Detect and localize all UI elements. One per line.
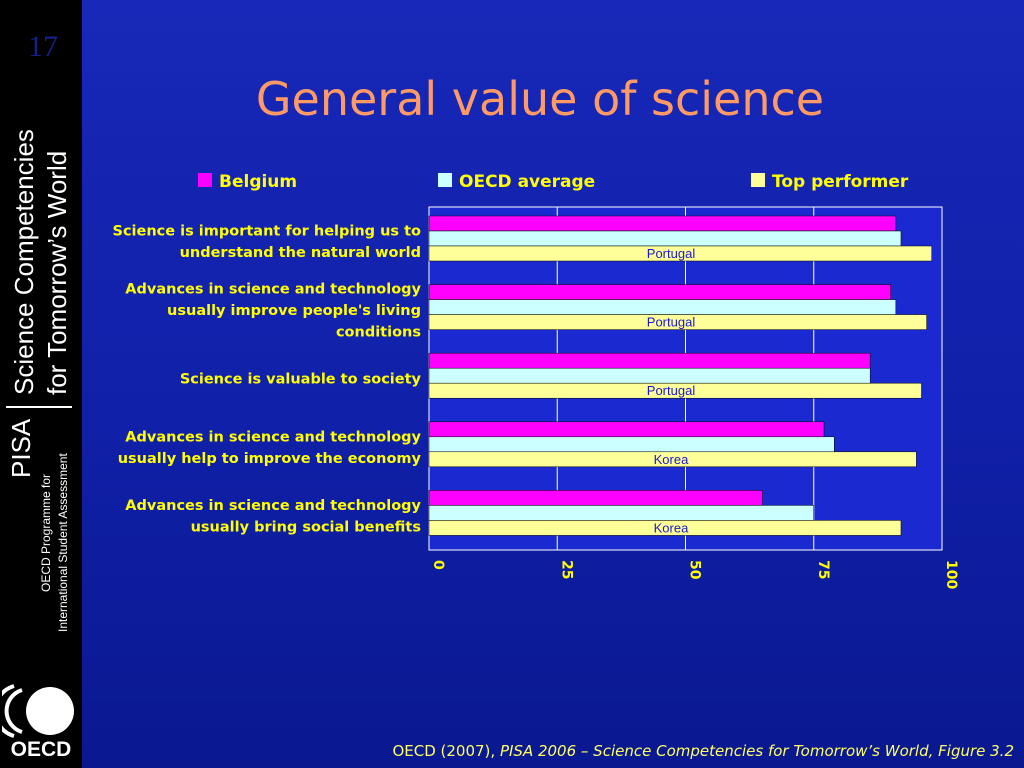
category-label: Science is valuable to society bbox=[180, 372, 422, 388]
x-tick-label: 25 bbox=[558, 560, 574, 579]
legend-swatch bbox=[751, 173, 765, 187]
legend-label: Belgium bbox=[219, 172, 297, 192]
sidebar: 17 Science Competencies for Tomorrow’s W… bbox=[0, 0, 82, 768]
legend-label: Top performer bbox=[772, 172, 909, 192]
category-label: Advances in science and technology bbox=[125, 281, 421, 297]
category-label: Advances in science and technology bbox=[125, 429, 421, 445]
category-label: understand the natural world bbox=[180, 245, 421, 261]
legend-swatch bbox=[438, 173, 452, 187]
bar-chart: Portugal Science is important for helping… bbox=[113, 172, 959, 589]
bar-top-performer bbox=[428, 382, 922, 399]
category-label: Science is important for helping us to bbox=[113, 224, 422, 240]
slide-title: General value of science bbox=[255, 72, 825, 126]
category-label: Advances in science and technology bbox=[125, 498, 421, 514]
bar-oecd-average bbox=[428, 367, 871, 384]
svg-text:OECD: OECD bbox=[11, 738, 72, 760]
category-label: usually improve people's living bbox=[167, 303, 421, 319]
bar-oecd-average bbox=[428, 436, 835, 453]
source-footnote: OECD (2007), PISA 2006 – Science Compete… bbox=[392, 742, 1014, 760]
legend-label: OECD average bbox=[459, 172, 595, 192]
bar-top-performer bbox=[428, 314, 927, 330]
top-performer-label: Korea bbox=[654, 452, 689, 467]
top-performer-label: Portugal bbox=[647, 246, 696, 261]
sidebar-divider bbox=[6, 406, 72, 408]
top-performer-label: Portugal bbox=[647, 315, 696, 330]
category-label: usually help to improve the economy bbox=[118, 451, 422, 467]
category-label: conditions bbox=[336, 324, 421, 340]
oecd-logo: OECD bbox=[2, 684, 74, 760]
bar-belgium bbox=[428, 490, 763, 506]
x-tick-label: 75 bbox=[815, 560, 831, 579]
bar-top-performer bbox=[428, 451, 917, 468]
slide-number: 17 bbox=[28, 30, 58, 63]
bar-belgium bbox=[428, 352, 871, 369]
legend-swatch bbox=[198, 173, 212, 187]
bar-top-performer bbox=[428, 245, 932, 262]
top-performer-label: Korea bbox=[654, 520, 689, 535]
top-performer-label: Portugal bbox=[647, 383, 696, 398]
bar-belgium bbox=[428, 421, 825, 438]
category-label: usually bring social benefits bbox=[191, 519, 421, 535]
bar-belgium bbox=[428, 215, 897, 232]
bar-oecd-average bbox=[428, 299, 897, 315]
bar-top-performer bbox=[428, 520, 902, 536]
x-tick-label: 50 bbox=[687, 560, 703, 580]
bar-oecd-average bbox=[428, 230, 902, 247]
x-tick-label: 100 bbox=[943, 560, 959, 589]
x-tick-label: 0 bbox=[430, 560, 446, 570]
bar-belgium bbox=[428, 284, 891, 300]
bar-oecd-average bbox=[428, 505, 814, 521]
